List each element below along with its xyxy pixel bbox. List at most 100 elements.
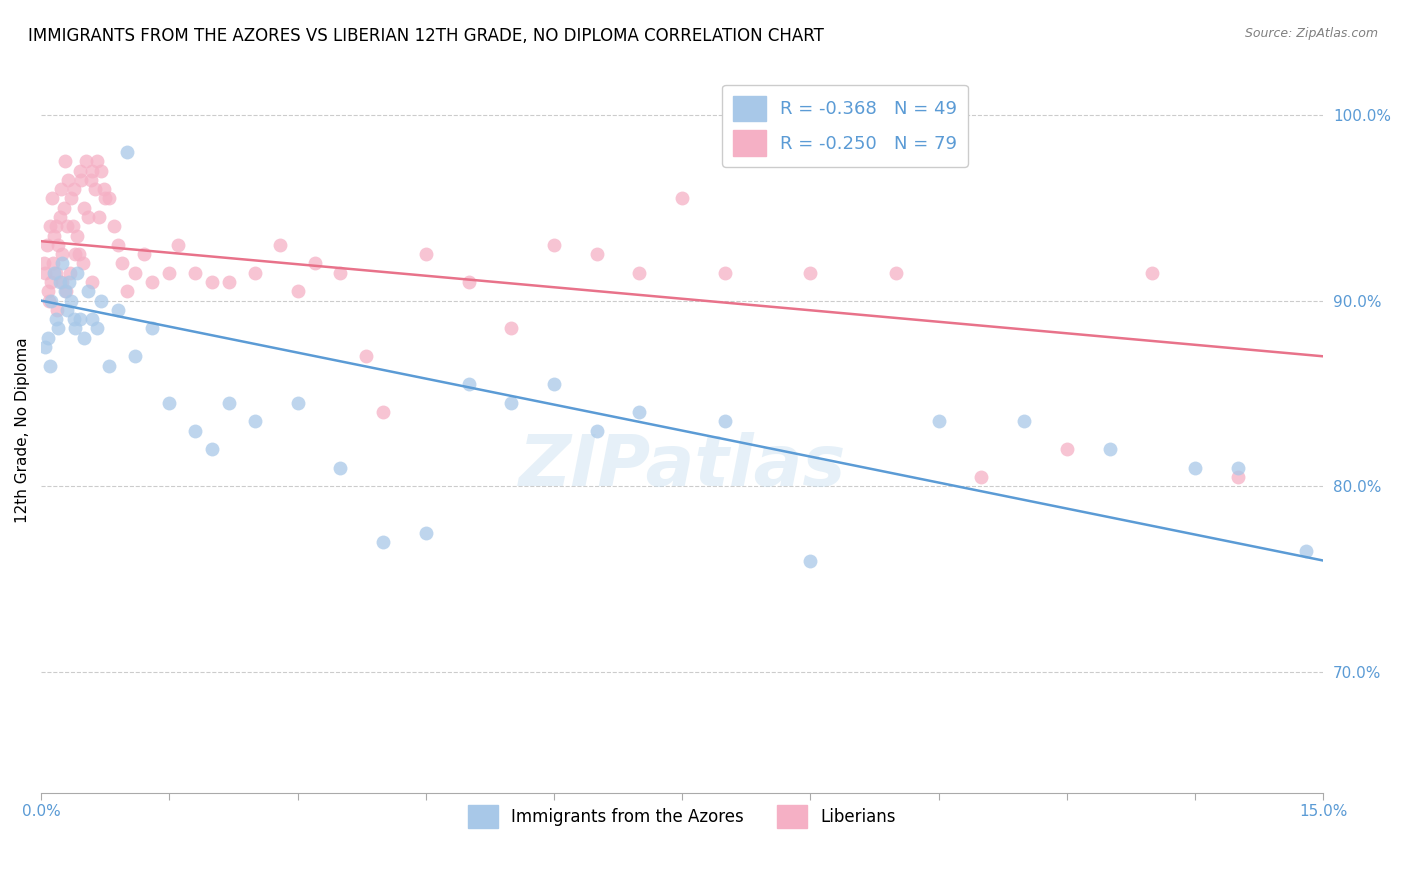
Point xyxy=(1295,544,1317,558)
Point xyxy=(80,173,103,187)
Point xyxy=(543,377,565,392)
Point xyxy=(184,424,207,438)
Point xyxy=(501,321,523,335)
Point xyxy=(287,285,309,299)
Point xyxy=(38,359,60,373)
Point xyxy=(66,228,89,243)
Point xyxy=(107,238,129,252)
Point xyxy=(35,238,58,252)
Point xyxy=(585,247,607,261)
Point xyxy=(103,219,125,234)
Point xyxy=(77,210,100,224)
Point xyxy=(167,238,190,252)
Point xyxy=(111,256,134,270)
Point xyxy=(329,266,352,280)
Point xyxy=(34,266,56,280)
Point xyxy=(55,285,77,299)
Point xyxy=(94,192,117,206)
Point xyxy=(38,219,60,234)
Point xyxy=(65,247,87,261)
Text: IMMIGRANTS FROM THE AZORES VS LIBERIAN 12TH GRADE, NO DIPLOMA CORRELATION CHART: IMMIGRANTS FROM THE AZORES VS LIBERIAN 1… xyxy=(28,27,824,45)
Point xyxy=(371,405,394,419)
Point xyxy=(1184,460,1206,475)
Point xyxy=(42,228,65,243)
Point xyxy=(1012,414,1035,428)
Point xyxy=(98,192,121,206)
Point xyxy=(49,210,72,224)
Point xyxy=(41,275,63,289)
Point xyxy=(928,414,950,428)
Point xyxy=(62,312,84,326)
Point xyxy=(1142,266,1164,280)
Point xyxy=(107,302,129,317)
Point xyxy=(37,285,59,299)
Point xyxy=(59,266,82,280)
Point xyxy=(45,312,67,326)
Point xyxy=(141,275,163,289)
Point xyxy=(37,331,59,345)
Point xyxy=(457,275,479,289)
Point xyxy=(415,525,437,540)
Point xyxy=(38,293,60,308)
Point xyxy=(49,275,72,289)
Point xyxy=(218,275,240,289)
Point xyxy=(243,266,266,280)
Point xyxy=(60,192,83,206)
Point xyxy=(799,553,821,567)
Point xyxy=(82,163,104,178)
Point xyxy=(42,266,65,280)
Point xyxy=(1098,442,1121,457)
Point xyxy=(66,266,89,280)
Point xyxy=(55,302,77,317)
Point xyxy=(69,312,91,326)
Point xyxy=(62,219,84,234)
Point xyxy=(457,377,479,392)
Point xyxy=(53,201,76,215)
Point xyxy=(60,293,83,308)
Point xyxy=(1226,460,1249,475)
Point xyxy=(84,182,107,196)
Point xyxy=(65,321,87,335)
Point xyxy=(90,293,112,308)
Point xyxy=(86,321,108,335)
Text: Source: ZipAtlas.com: Source: ZipAtlas.com xyxy=(1244,27,1378,40)
Point xyxy=(884,266,907,280)
Point xyxy=(45,219,67,234)
Point xyxy=(141,321,163,335)
Point xyxy=(49,182,72,196)
Point xyxy=(46,321,69,335)
Point xyxy=(628,405,651,419)
Point xyxy=(41,293,63,308)
Point xyxy=(51,256,73,270)
Point xyxy=(67,247,90,261)
Point xyxy=(69,163,91,178)
Point xyxy=(269,238,291,252)
Y-axis label: 12th Grade, No Diploma: 12th Grade, No Diploma xyxy=(15,338,30,524)
Point xyxy=(501,395,523,409)
Point xyxy=(714,266,737,280)
Point xyxy=(585,424,607,438)
Point xyxy=(543,238,565,252)
Point xyxy=(73,331,96,345)
Point xyxy=(157,266,180,280)
Point xyxy=(51,247,73,261)
Point xyxy=(201,275,224,289)
Point xyxy=(98,359,121,373)
Point xyxy=(970,470,993,484)
Legend: Immigrants from the Azores, Liberians: Immigrants from the Azores, Liberians xyxy=(461,798,903,835)
Point xyxy=(53,154,76,169)
Point xyxy=(32,256,55,270)
Point xyxy=(86,154,108,169)
Point xyxy=(41,192,63,206)
Point xyxy=(34,340,56,354)
Point xyxy=(58,173,80,187)
Point xyxy=(218,395,240,409)
Point xyxy=(93,182,115,196)
Point xyxy=(243,414,266,428)
Point xyxy=(62,182,84,196)
Point xyxy=(371,535,394,549)
Point xyxy=(55,219,77,234)
Point xyxy=(53,285,76,299)
Point xyxy=(75,154,97,169)
Point xyxy=(70,173,93,187)
